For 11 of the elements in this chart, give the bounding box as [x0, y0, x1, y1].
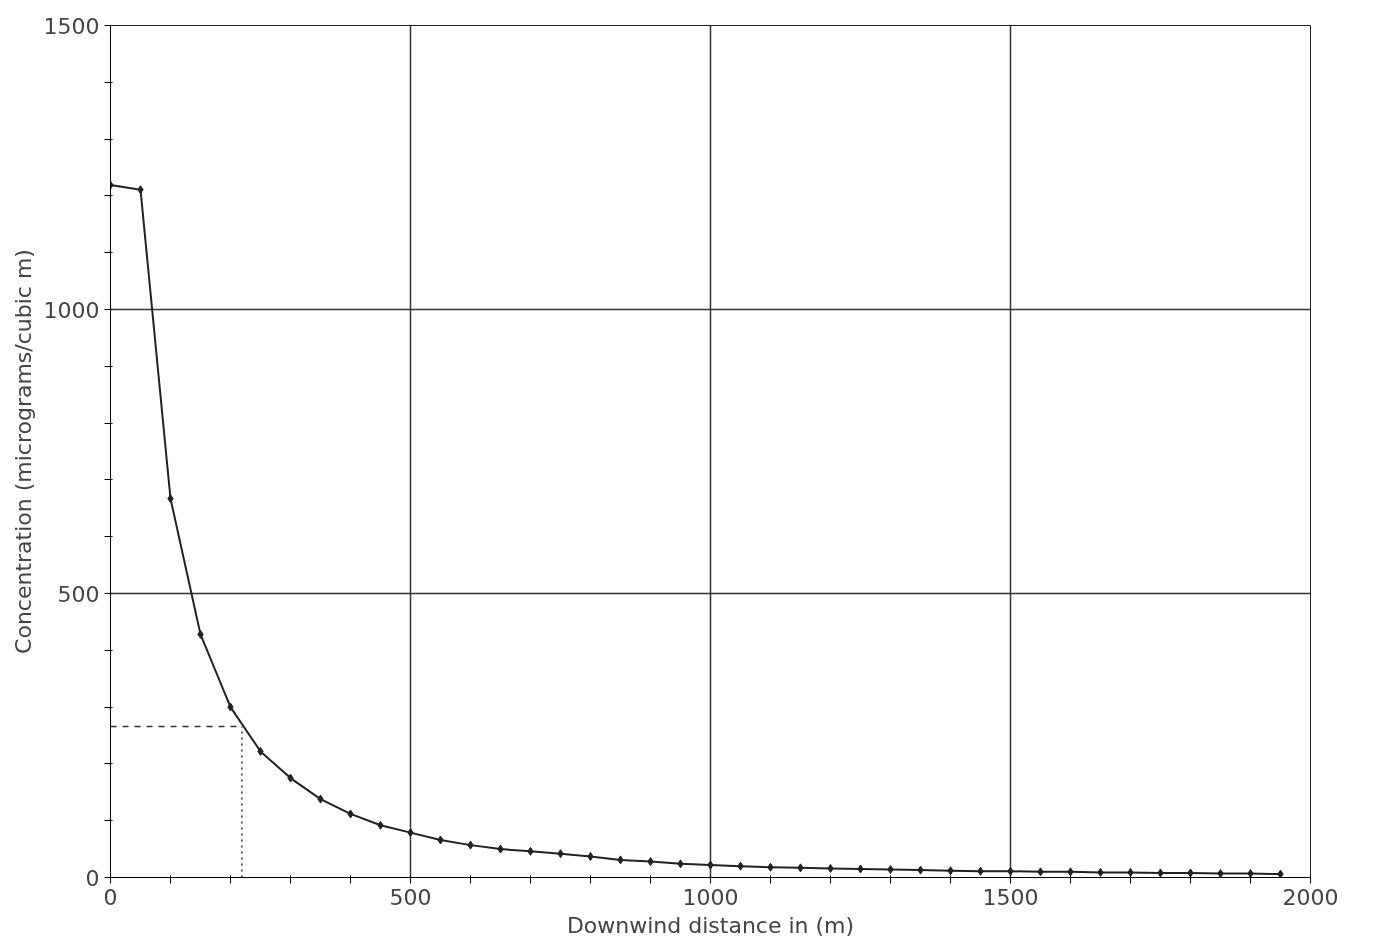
x-tick-label: 500 — [389, 884, 432, 910]
y-tick-label: 500 — [57, 581, 100, 607]
y-tick-label: 1000 — [43, 297, 100, 323]
y-tick-label: 0 — [85, 865, 100, 891]
y-tick-label: 1500 — [43, 13, 100, 39]
x-tick-label: 0 — [103, 884, 118, 910]
x-tick-label: 1500 — [982, 884, 1039, 910]
y-axis-title: Concentration (micrograms/cubic m) — [10, 249, 36, 654]
x-axis-title: Downwind distance in (m) — [566, 912, 855, 938]
x-tick-label: 1000 — [682, 884, 739, 910]
x-tick-label: 2000 — [1282, 884, 1339, 910]
